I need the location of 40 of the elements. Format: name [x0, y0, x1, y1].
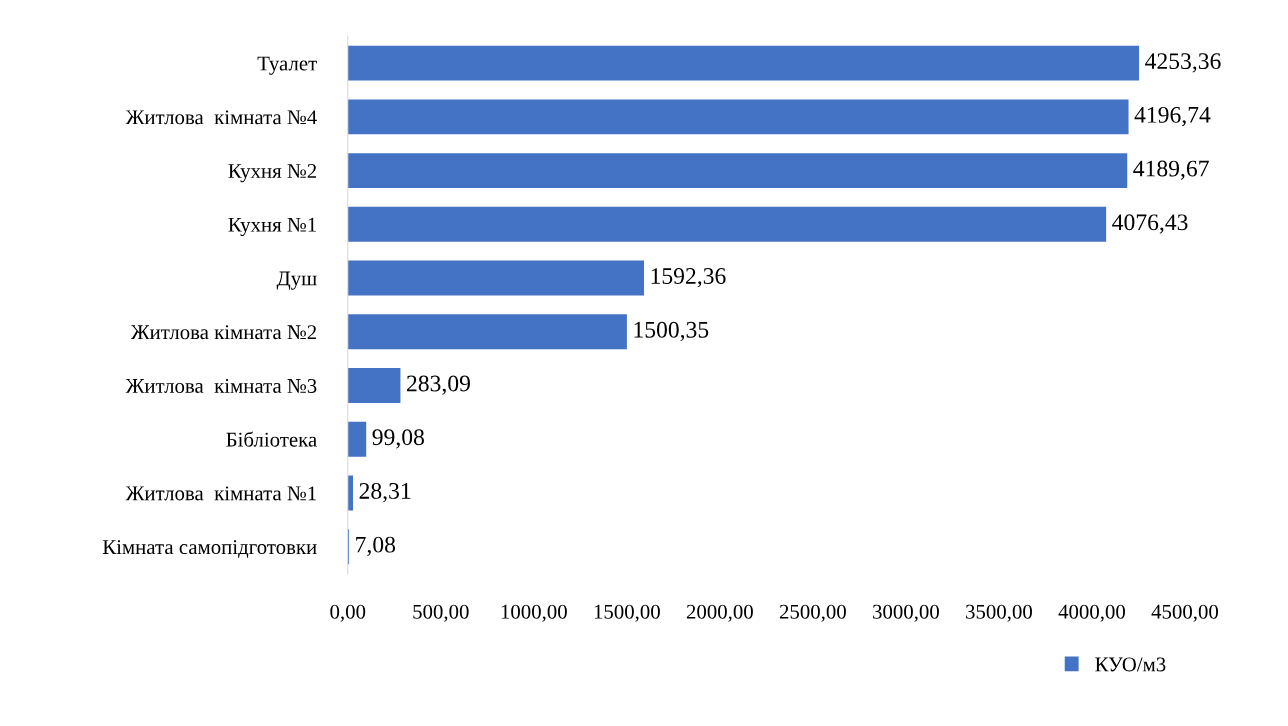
bar [347, 99, 1129, 135]
data-label: 4196,74 [1134, 106, 1211, 127]
data-label: 99,08 [372, 429, 424, 449]
data-label: 4076,43 [1112, 214, 1188, 234]
y-tick-label: Житлова кімната №4 [125, 110, 317, 125]
bar [347, 153, 1128, 189]
x-tick-label: 500,00 [413, 604, 469, 622]
y-tick-label: Туалет [257, 56, 317, 75]
legend-label: КУО/м3 [1095, 657, 1166, 672]
data-label: 283,09 [407, 375, 470, 395]
bar [347, 314, 627, 350]
data-label: 1592,36 [651, 268, 726, 288]
y-tick-label: Бібліотека [226, 431, 317, 447]
bar [347, 368, 401, 403]
y-tick-label: Кухня №2 [228, 164, 317, 183]
data-label: 28,31 [359, 482, 411, 503]
bar [347, 45, 1140, 81]
y-tick-label: Кімната самопідготовки [102, 540, 317, 558]
x-tick-label: 2500,00 [779, 604, 846, 622]
data-label: 7,08 [356, 536, 396, 556]
x-tick-label: 1500,00 [594, 604, 660, 622]
x-tick-label: 2000,00 [686, 604, 753, 622]
x-tick-label: 1000,00 [501, 604, 567, 622]
bar [347, 475, 354, 511]
x-tick-label: 0,00 [330, 604, 366, 622]
x-tick-label: 3000,00 [873, 604, 939, 622]
x-tick-label: 4000,00 [1058, 604, 1125, 622]
y-tick-label: Житлова кімната №3 [125, 378, 317, 393]
y-tick-label: Житлова кімната №2 [130, 325, 317, 340]
bar [347, 421, 367, 457]
data-label: 4189,67 [1133, 160, 1209, 180]
x-tick-label: 3500,00 [966, 604, 1032, 622]
bar [347, 260, 645, 296]
y-tick-label: Душ [276, 271, 317, 290]
data-label: 4253,36 [1145, 53, 1221, 73]
y-tick-label: Житлова кімната №1 [125, 486, 316, 501]
y-tick-label: Кухня №1 [228, 217, 316, 237]
bar [347, 206, 1107, 242]
x-tick-label: 4500,00 [1151, 604, 1219, 622]
data-label: 1500,35 [634, 321, 709, 342]
